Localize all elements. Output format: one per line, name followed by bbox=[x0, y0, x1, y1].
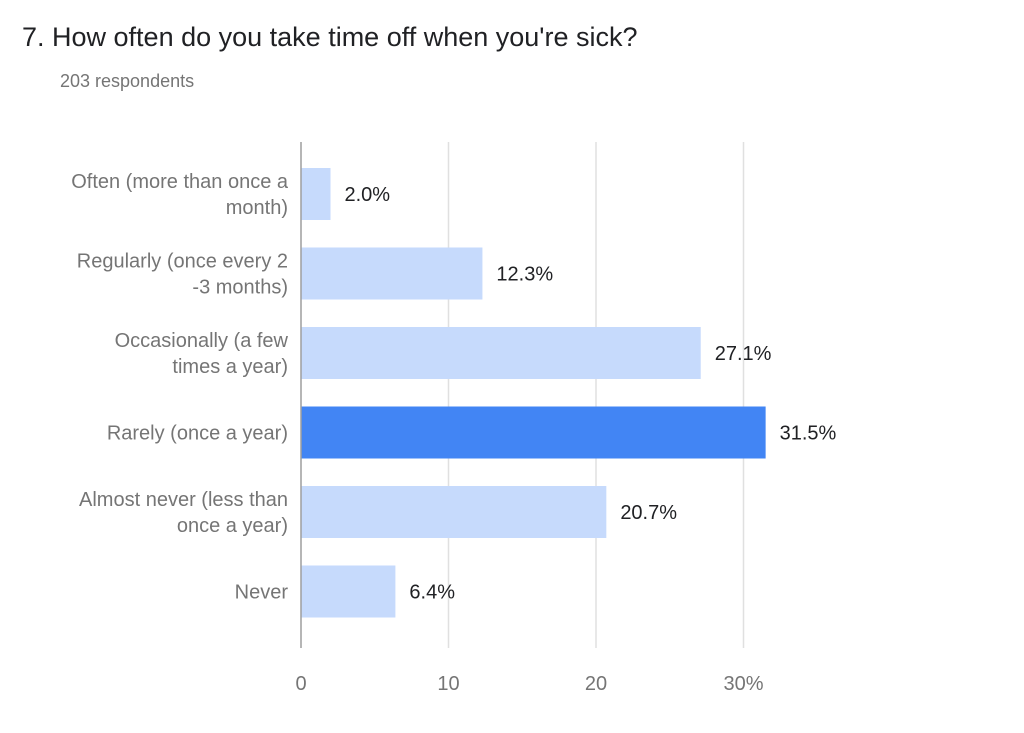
category-label: Never bbox=[235, 582, 289, 604]
value-labels: 2.0% 12.3% 27.1% 31.5% 20.7% 6.4% bbox=[345, 184, 837, 604]
x-axis-ticks: 0 10 20 30% bbox=[295, 673, 763, 695]
value-label: 12.3% bbox=[496, 264, 553, 286]
x-tick-label: 10 bbox=[437, 673, 459, 695]
category-label: month) bbox=[226, 197, 288, 219]
question-title: 7. How often do you take time off when y… bbox=[22, 22, 638, 52]
bar bbox=[301, 327, 701, 379]
category-label: Rarely (once a year) bbox=[107, 423, 288, 445]
x-tick-label: 30% bbox=[723, 673, 763, 695]
bar bbox=[301, 168, 331, 220]
category-label: Often (more than once a bbox=[71, 171, 289, 193]
bar bbox=[301, 247, 483, 300]
bar bbox=[301, 406, 766, 459]
value-label: 27.1% bbox=[715, 343, 772, 365]
category-label: once a year) bbox=[177, 515, 288, 537]
bar bbox=[301, 486, 607, 538]
category-label: times a year) bbox=[172, 356, 288, 378]
bars bbox=[301, 168, 766, 618]
category-label: -3 months) bbox=[192, 277, 288, 299]
category-label: Occasionally (a few bbox=[115, 330, 289, 352]
grid-lines bbox=[447, 142, 745, 648]
x-tick-label: 20 bbox=[585, 673, 607, 695]
category-labels: Often (more than once a month) Regularly (… bbox=[71, 171, 289, 604]
category-label: Regularly (once every 2 bbox=[77, 251, 288, 273]
value-label: 20.7% bbox=[620, 502, 677, 524]
bar bbox=[301, 565, 396, 618]
value-label: 31.5% bbox=[780, 423, 837, 445]
value-label: 2.0% bbox=[345, 184, 391, 206]
category-label: Almost never (less than bbox=[79, 489, 288, 511]
respondent-count: 203 respondents bbox=[60, 71, 195, 91]
value-label: 6.4% bbox=[409, 582, 455, 604]
x-tick-label: 0 bbox=[295, 673, 306, 695]
